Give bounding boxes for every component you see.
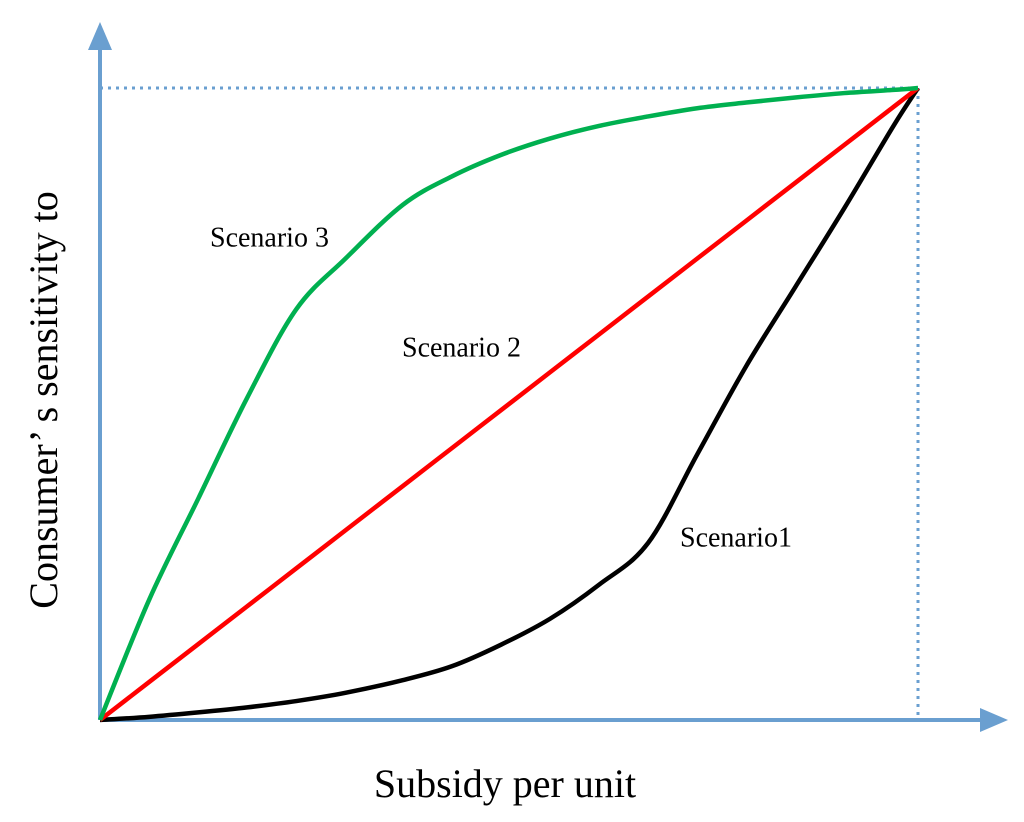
y-axis-arrow [88,22,112,50]
x-axis-label: Subsidy per unit [374,761,636,806]
series-label: Scenario 3 [210,222,329,253]
y-axis-label: Consumer’ s sensitivity to [21,191,66,608]
x-axis-arrow [980,708,1008,732]
series-line [97,85,919,721]
series-line [98,86,920,722]
series-label: Scenario1 [680,522,792,553]
series-label: Scenario 2 [402,332,521,363]
series-line [99,86,920,723]
